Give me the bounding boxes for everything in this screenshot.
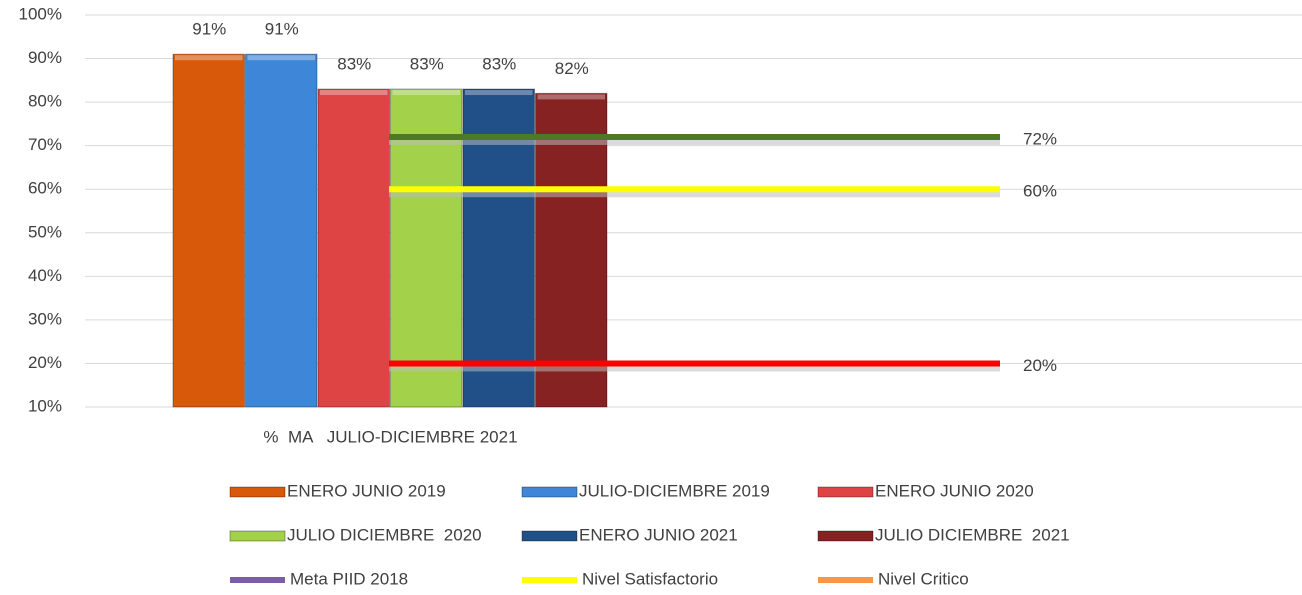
line-shadow <box>389 191 1000 198</box>
bar <box>535 92 608 408</box>
legend-swatch <box>817 486 874 498</box>
bar-highlight <box>247 55 315 61</box>
legend-swatch <box>522 577 577 583</box>
legend-label: Nivel Satisfactorio <box>582 569 718 588</box>
data-label: 83% <box>337 55 371 74</box>
y-tick-label: 40% <box>28 266 62 285</box>
y-tick-label: 20% <box>28 353 62 372</box>
legend-label: JULIO-DICIEMBRE 2019 <box>579 481 770 500</box>
bar-highlight <box>320 90 388 96</box>
bar <box>317 88 390 408</box>
legend-label: JULIO DICIEMBRE 2021 <box>875 525 1070 544</box>
data-label: 82% <box>555 59 589 78</box>
y-tick-label: 70% <box>28 135 62 154</box>
y-tick-label: 100% <box>19 4 62 23</box>
data-label: 20% <box>1023 356 1057 375</box>
y-tick-label: 30% <box>28 309 62 328</box>
bar-highlight <box>465 90 533 96</box>
legend-label: ENERO JUNIO 2019 <box>287 481 446 500</box>
y-tick-label: 10% <box>28 396 62 415</box>
data-label: 91% <box>192 20 226 39</box>
legend-label: Nivel Critico <box>878 569 969 588</box>
legend-swatch <box>229 486 286 498</box>
x-tick-label: % MA JULIO-DICIEMBRE 2021 <box>263 427 517 446</box>
y-tick-label: 50% <box>28 222 62 241</box>
y-tick-label: 60% <box>28 179 62 198</box>
legend-swatch <box>818 577 873 583</box>
legend-swatch <box>817 530 874 542</box>
legend-swatch <box>521 530 578 542</box>
data-label: 60% <box>1023 182 1057 201</box>
line-shadow <box>389 138 1000 145</box>
y-tick-label: 90% <box>28 48 62 67</box>
y-tick-label: 80% <box>28 92 62 111</box>
legend-swatch <box>230 577 285 583</box>
data-label: 83% <box>410 55 444 74</box>
line-shadow <box>389 365 1000 372</box>
bar-highlight <box>537 94 605 100</box>
bar-highlight <box>392 90 460 96</box>
legend-label: ENERO JUNIO 2021 <box>579 525 738 544</box>
bar <box>172 53 245 408</box>
data-label: 91% <box>265 20 299 39</box>
bar <box>245 53 318 408</box>
legend-label: Meta PIID 2018 <box>290 569 408 588</box>
legend-label: JULIO DICIEMBRE 2020 <box>287 525 482 544</box>
data-label: 72% <box>1023 129 1057 148</box>
data-label: 83% <box>482 55 516 74</box>
legend-swatch <box>521 486 578 498</box>
bar-highlight <box>175 55 243 61</box>
legend-label: ENERO JUNIO 2020 <box>875 481 1034 500</box>
legend-swatch <box>229 530 286 542</box>
